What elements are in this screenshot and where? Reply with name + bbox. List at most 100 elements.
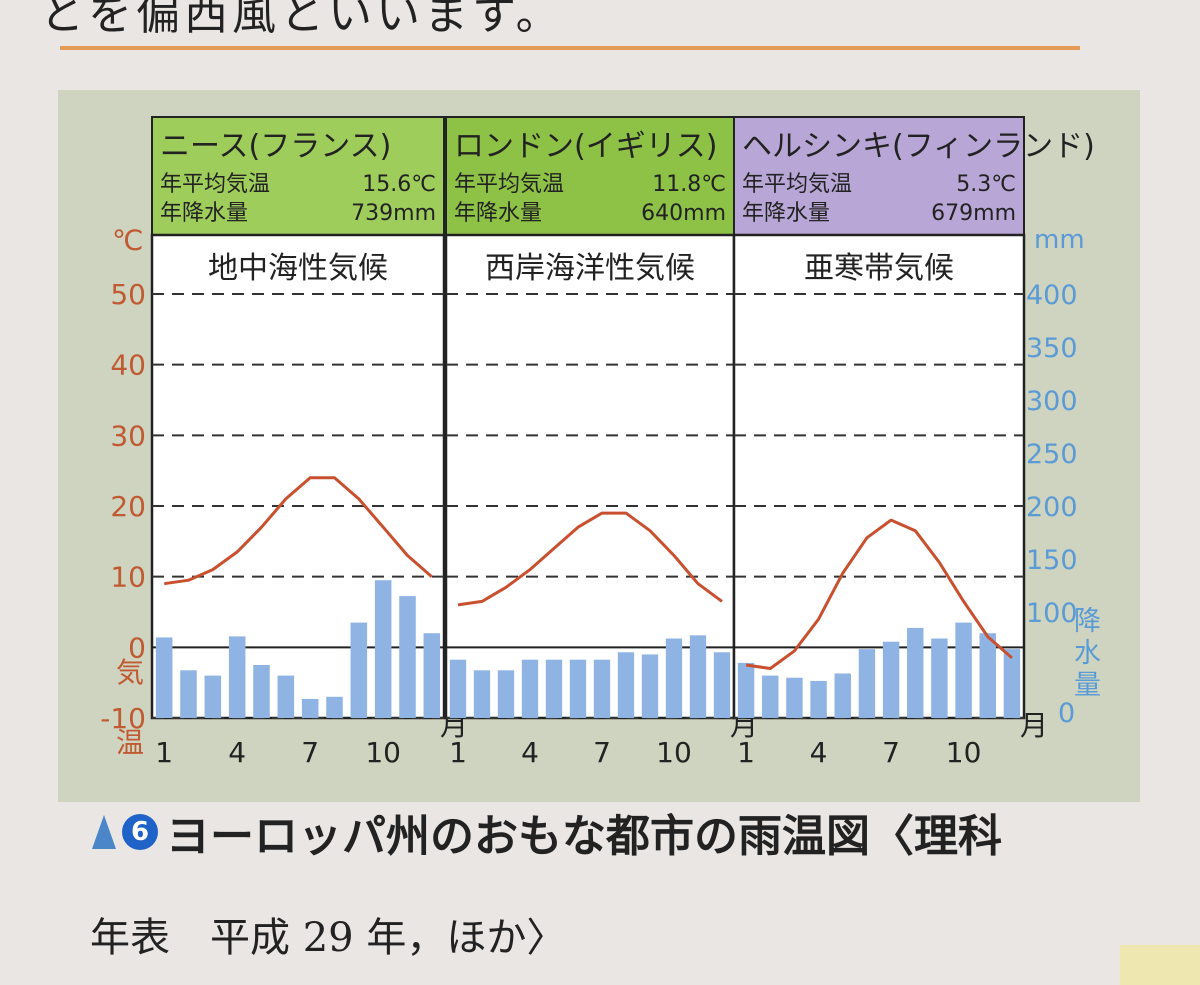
- stat-value-precipitation: 679mm: [931, 201, 1016, 226]
- x-unit-label: 月: [1020, 709, 1048, 742]
- stat-value-temperature: 15.6℃: [362, 172, 436, 197]
- temp-unit: ℃: [112, 224, 143, 257]
- figure-caption: 6 ヨーロッパ州のおもな都市の雨温図〈理科: [92, 800, 1002, 864]
- precip-tick-label: 150: [1026, 545, 1078, 576]
- panel-plot-area: [732, 233, 1026, 720]
- stat-value-temperature: 5.3℃: [956, 172, 1016, 197]
- next-section-box: [1120, 945, 1200, 985]
- temperature-line: [745, 518, 1013, 670]
- precipitation-bar: [277, 675, 295, 718]
- precip-tick-label: 350: [1026, 333, 1078, 364]
- section-divider: [60, 46, 1080, 50]
- precipitation-bar: [931, 638, 948, 718]
- precip-tick-label: 100: [1026, 598, 1078, 629]
- precipitation-bar: [449, 659, 467, 718]
- temp-axis-label: 気: [116, 656, 144, 689]
- stat-value-precipitation: 640mm: [641, 201, 726, 226]
- temp-tick-label: -10: [100, 702, 146, 735]
- precipitation-bar: [155, 637, 173, 718]
- x-tick-label: 10: [365, 736, 401, 769]
- top-body-text: とを偏西風といいます。: [40, 0, 564, 40]
- precipitation-bar: [497, 670, 515, 718]
- precipitation-bar: [762, 675, 779, 718]
- x-tick-label: 4: [521, 736, 539, 769]
- precipitation-bar: [374, 580, 392, 718]
- precipitation-bar: [204, 675, 222, 718]
- x-tick-label: 10: [946, 736, 982, 769]
- precip-tick-label: 0: [1058, 698, 1075, 729]
- city-name: ニース(フランス): [160, 129, 391, 164]
- panel-plot-area: [444, 233, 736, 720]
- precipitation-bar: [786, 677, 803, 718]
- precipitation-bar: [228, 636, 246, 718]
- stat-label-temperature: 年平均気温: [742, 172, 852, 197]
- x-tick-label: 1: [155, 736, 173, 769]
- precipitation-bar: [593, 659, 611, 718]
- precipitation-bar: [301, 698, 319, 718]
- x-tick-label: 7: [882, 736, 900, 769]
- figure-number-badge: 6: [122, 814, 158, 850]
- figure-caption-text: ヨーロッパ州のおもな都市の雨温図〈理科: [166, 811, 1002, 862]
- stat-label-temperature: 年平均気温: [454, 172, 564, 197]
- precipitation-bar: [713, 652, 731, 718]
- precipitation-bar: [689, 635, 707, 718]
- precipitation-bar: [979, 633, 996, 718]
- precipitation-bar: [545, 659, 563, 718]
- temp-tick-label: 0: [128, 631, 146, 664]
- climate-type-label: 地中海性気候: [208, 251, 388, 286]
- precipitation-bar: [423, 633, 441, 718]
- city-name: ロンドン(イギリス): [454, 129, 717, 164]
- stat-value-temperature: 11.8℃: [652, 172, 726, 197]
- precipitation-bar: [617, 652, 635, 718]
- precipitation-bar: [473, 670, 491, 718]
- panel-header: [445, 116, 735, 236]
- precipitation-bar: [810, 680, 827, 718]
- precipitation-bar: [253, 665, 270, 718]
- precipitation-bar: [858, 649, 876, 718]
- panel-plot-area: [150, 233, 446, 720]
- x-tick-label: 7: [593, 736, 611, 769]
- precipitation-bar: [641, 654, 659, 718]
- x-tick-label: 4: [228, 736, 246, 769]
- precipitation-bar: [399, 596, 416, 718]
- temp-tick-label: 10: [110, 561, 146, 594]
- precipitation-bar: [907, 627, 924, 718]
- temp-tick-label: 40: [110, 349, 146, 382]
- precipitation-bar: [665, 638, 683, 718]
- precip-axis-label: 降: [1074, 606, 1101, 637]
- precipitation-bar: [326, 696, 343, 718]
- temp-axis-label: 温: [116, 726, 144, 759]
- stat-label-temperature: 年平均気温: [160, 172, 270, 197]
- climate-type-label: 西岸海洋性気候: [485, 251, 695, 286]
- figure-panel: ニース(フランス) 年平均気温 15.6℃ 年降水量 739mm 地中海性気候 1 4 7 10 月…: [58, 90, 1140, 802]
- precipitation-bar: [834, 673, 851, 718]
- precip-tick-label: 300: [1026, 386, 1078, 417]
- temp-tick-label: 20: [110, 490, 146, 523]
- precipitation-bar: [180, 670, 197, 718]
- stat-value-precipitation: 739mm: [351, 201, 436, 226]
- precipitation-bar: [1003, 649, 1021, 718]
- temperature-line: [457, 511, 723, 607]
- panel-header: [151, 116, 445, 236]
- up-arrow-icon: [92, 815, 116, 849]
- temp-tick-label: 30: [110, 419, 146, 452]
- stat-label-precipitation: 年降水量: [160, 201, 248, 226]
- city-name: ヘルシンキ(フィンランド): [742, 129, 1095, 164]
- precipitation-bar: [521, 659, 539, 718]
- x-tick-label: 7: [301, 736, 319, 769]
- precip-tick-label: 400: [1026, 280, 1078, 311]
- precip-unit: mm: [1034, 225, 1085, 255]
- precip-tick-label: 250: [1026, 439, 1078, 470]
- figure-source: 年表 平成 29 年，ほか〉: [90, 915, 567, 961]
- x-tick-label: 10: [656, 736, 692, 769]
- precipitation-bar: [350, 622, 368, 718]
- temp-tick-label: 50: [110, 278, 146, 311]
- x-tick-label: 1: [449, 736, 467, 769]
- precipitation-bar: [737, 662, 755, 718]
- stat-label-precipitation: 年降水量: [742, 201, 830, 226]
- climate-type-label: 亜寒帯気候: [804, 251, 954, 286]
- panel-header: [733, 116, 1025, 236]
- precip-axis-label: 量: [1074, 670, 1101, 701]
- precipitation-bar: [569, 659, 587, 718]
